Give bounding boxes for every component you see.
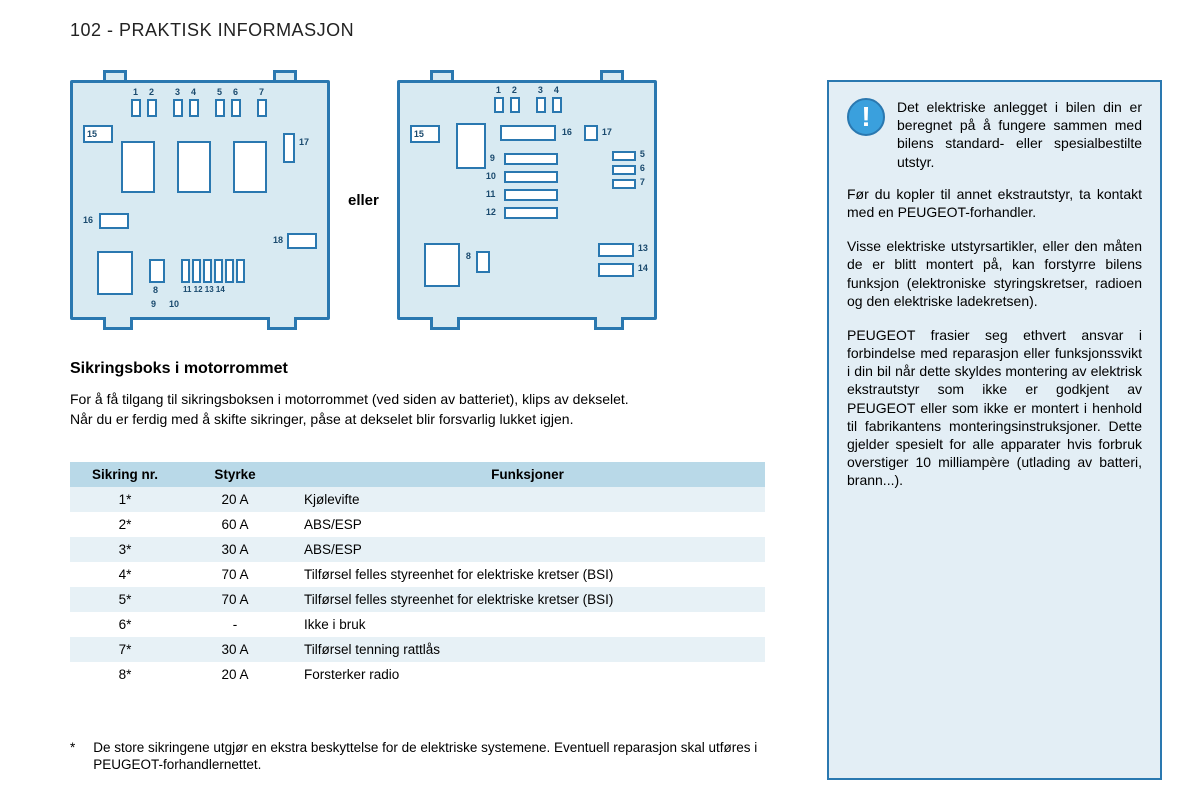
col-header-number: Sikring nr. xyxy=(70,462,180,487)
footnote-marker: * xyxy=(70,740,75,774)
intro-p1: For å få tilgang til sikringsboksen i mo… xyxy=(70,390,760,408)
page-title: PRAKTISK INFORMASJON xyxy=(119,20,354,40)
col-header-function: Funksjoner xyxy=(290,462,765,487)
infobox-p3: Visse elektriske utstyrsartikler, eller … xyxy=(847,237,1142,310)
cell-function: ABS/ESP xyxy=(290,537,765,562)
cell-number: 1* xyxy=(70,487,180,512)
fuse-table: Sikring nr. Styrke Funksjoner 1*20 AKjøl… xyxy=(70,462,765,687)
cell-function: Tilførsel felles styreenhet for elektris… xyxy=(290,562,765,587)
intro-text: For å få tilgang til sikringsboksen i mo… xyxy=(70,390,760,430)
cell-function: Ikke i bruk xyxy=(290,612,765,637)
cell-function: Tilførsel tenning rattlås xyxy=(290,637,765,662)
warning-icon: ! xyxy=(847,98,885,136)
footnote: * De store sikringene utgjør en ekstra b… xyxy=(70,740,770,774)
page-header: 102 - PRAKTISK INFORMASJON xyxy=(70,20,354,41)
table-row: 6*-Ikke i bruk xyxy=(70,612,765,637)
table-row: 1*20 AKjølevifte xyxy=(70,487,765,512)
header-sep: - xyxy=(102,20,120,40)
cell-rating: 60 A xyxy=(180,512,290,537)
table-row: 7*30 ATilførsel tenning rattlås xyxy=(70,637,765,662)
cell-rating: - xyxy=(180,612,290,637)
infobox-p1: Det elektriske anlegget i bilen din er b… xyxy=(897,98,1142,171)
intro-p2: Når du er ferdig med å skifte sikringer,… xyxy=(70,410,760,428)
page-number: 102 xyxy=(70,20,102,40)
cell-function: Tilførsel felles styreenhet for elektris… xyxy=(290,587,765,612)
cell-number: 6* xyxy=(70,612,180,637)
cell-function: Kjølevifte xyxy=(290,487,765,512)
cell-number: 3* xyxy=(70,537,180,562)
infobox-p2: Før du kopler til annet ekstrautstyr, ta… xyxy=(847,185,1142,221)
table-row: 5*70 ATilførsel felles styreenhet for el… xyxy=(70,587,765,612)
table-row: 2*60 AABS/ESP xyxy=(70,512,765,537)
cell-number: 7* xyxy=(70,637,180,662)
cell-rating: 20 A xyxy=(180,662,290,687)
cell-number: 4* xyxy=(70,562,180,587)
table-row: 8*20 AForsterker radio xyxy=(70,662,765,687)
cell-function: Forsterker radio xyxy=(290,662,765,687)
cell-number: 8* xyxy=(70,662,180,687)
cell-rating: 30 A xyxy=(180,537,290,562)
table-row: 3*30 AABS/ESP xyxy=(70,537,765,562)
or-label: eller xyxy=(348,192,379,209)
fusebox-diagram-right: 1 2 3 4 15 16 17 5 6 7 9 10 11 12 xyxy=(397,80,657,320)
cell-number: 5* xyxy=(70,587,180,612)
cell-rating: 70 A xyxy=(180,587,290,612)
cell-number: 2* xyxy=(70,512,180,537)
footnote-text: De store sikringene utgjør en ekstra bes… xyxy=(93,740,770,774)
cell-function: ABS/ESP xyxy=(290,512,765,537)
warning-icon-glyph: ! xyxy=(861,99,870,135)
diagrams-row: 1 2 3 4 5 6 7 15 17 16 18 11 12 xyxy=(70,80,657,320)
section-title: Sikringsboks i motorrommet xyxy=(70,360,288,378)
table-header-row: Sikring nr. Styrke Funksjoner xyxy=(70,462,765,487)
col-header-rating: Styrke xyxy=(180,462,290,487)
table-row: 4*70 ATilførsel felles styreenhet for el… xyxy=(70,562,765,587)
infobox-p4: PEUGEOT frasier seg ethvert ansvar i for… xyxy=(847,326,1142,490)
fusebox-diagram-left: 1 2 3 4 5 6 7 15 17 16 18 11 12 xyxy=(70,80,330,320)
cell-rating: 20 A xyxy=(180,487,290,512)
cell-rating: 70 A xyxy=(180,562,290,587)
info-box: ! Det elektriske anlegget i bilen din er… xyxy=(827,80,1162,780)
cell-rating: 30 A xyxy=(180,637,290,662)
